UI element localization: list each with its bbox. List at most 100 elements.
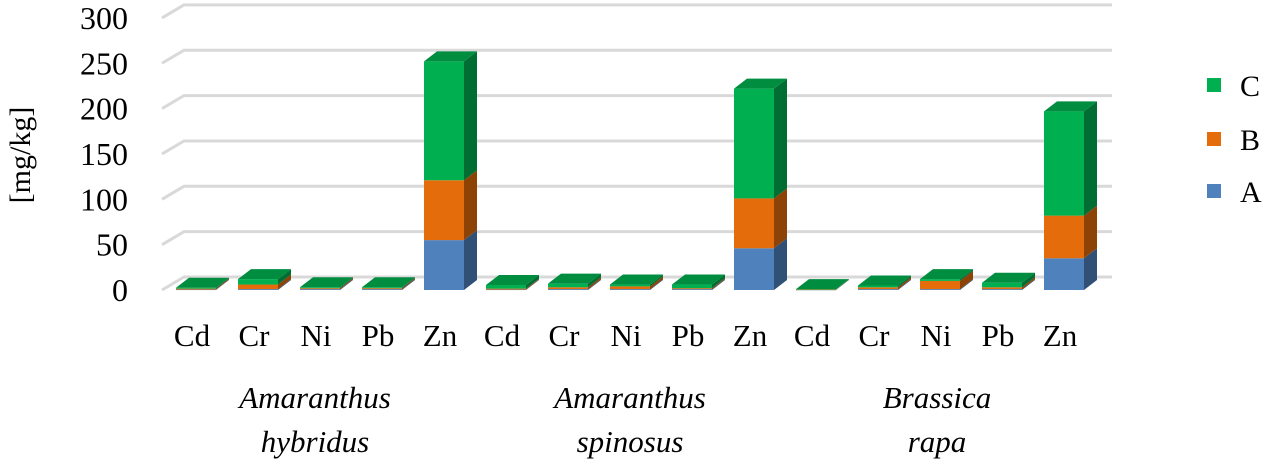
bar-segment-B bbox=[176, 278, 229, 290]
bar-top bbox=[672, 274, 725, 285]
bar-front bbox=[300, 287, 340, 289]
x-tick-label: Pb bbox=[672, 318, 705, 353]
y-axis-label: [mg/kg] bbox=[4, 107, 37, 204]
group-label-line2: spinosus bbox=[577, 424, 684, 459]
bar-segment-B bbox=[548, 277, 601, 290]
bar-side bbox=[898, 277, 911, 290]
bar-front bbox=[982, 282, 1022, 288]
bar-segment-C bbox=[796, 279, 849, 290]
bar-side bbox=[836, 279, 849, 290]
bar-front bbox=[920, 279, 960, 281]
bar-front bbox=[734, 248, 774, 290]
gridline bbox=[161, 275, 1112, 292]
bar-segment-B bbox=[424, 170, 477, 241]
x-tick-label: Cr bbox=[859, 318, 891, 353]
x-tick-label: Ni bbox=[921, 318, 952, 353]
bar-top bbox=[548, 273, 601, 284]
bar-side bbox=[464, 230, 477, 290]
bar-front bbox=[858, 289, 898, 290]
legend-item-C: C bbox=[1207, 70, 1260, 103]
bar-segment-B bbox=[734, 188, 787, 249]
bar-side bbox=[402, 279, 415, 290]
bar-front bbox=[238, 279, 278, 285]
bar-segment-A bbox=[920, 279, 973, 290]
legend-item-B: B bbox=[1207, 124, 1260, 157]
x-tick-label: Cr bbox=[239, 318, 271, 353]
bar-front bbox=[362, 287, 402, 289]
legend-item-A: A bbox=[1207, 176, 1262, 209]
bar-segment-B bbox=[672, 278, 725, 290]
bar-front bbox=[982, 289, 1022, 290]
gridline bbox=[161, 184, 1112, 201]
bar-side bbox=[774, 78, 787, 199]
bar-top bbox=[982, 272, 1035, 283]
bar-side bbox=[1022, 279, 1035, 290]
bar-front bbox=[796, 289, 836, 290]
bar-side bbox=[1084, 101, 1097, 216]
bar-front bbox=[1044, 111, 1084, 216]
bar-front bbox=[920, 289, 960, 290]
legend-swatch bbox=[1207, 184, 1221, 198]
legend-label: B bbox=[1240, 124, 1260, 157]
gridlines bbox=[161, 3, 1112, 292]
group-label-line1: Amaranthus bbox=[552, 380, 706, 415]
bar-side bbox=[712, 279, 725, 290]
bar-top bbox=[610, 274, 663, 285]
x-tick-label: Cd bbox=[794, 318, 831, 353]
bar-side bbox=[526, 275, 539, 289]
gridline bbox=[161, 3, 1112, 20]
legend-label: A bbox=[1240, 176, 1262, 209]
bar-segment-C bbox=[486, 275, 539, 289]
bar-side bbox=[588, 279, 601, 290]
bar-segment-A bbox=[1044, 248, 1097, 290]
x-tick-label: Ni bbox=[611, 318, 642, 353]
bar-top bbox=[920, 269, 973, 280]
bar-segment-A bbox=[176, 279, 229, 291]
bar-segment-B bbox=[362, 278, 415, 290]
bar-side bbox=[960, 269, 973, 281]
bar-segment-B bbox=[238, 274, 291, 290]
bar-top bbox=[300, 277, 353, 288]
bar-front bbox=[362, 289, 402, 290]
bar-segment-C bbox=[424, 51, 477, 181]
bar-segment-B bbox=[858, 277, 911, 290]
bar-segment-A bbox=[300, 279, 353, 290]
y-axis-ticks: 0 50 100 150 200 250 300 bbox=[80, 0, 128, 308]
bar-side bbox=[836, 279, 849, 290]
bar-side bbox=[650, 274, 663, 287]
bar-side bbox=[402, 278, 415, 290]
bar-front bbox=[548, 289, 588, 290]
bar-top bbox=[362, 277, 415, 288]
bar-front bbox=[176, 288, 216, 290]
bar-side bbox=[960, 279, 973, 290]
bar-front bbox=[610, 286, 650, 290]
bar-segment-C bbox=[858, 275, 911, 288]
legend-label: C bbox=[1240, 70, 1260, 103]
x-tick-label: Zn bbox=[423, 318, 458, 353]
bar-side bbox=[464, 51, 477, 181]
bar-segment-A bbox=[734, 238, 787, 290]
bar-segment-C bbox=[610, 274, 663, 287]
bar-segment-A bbox=[982, 279, 1035, 290]
bar-segment-A bbox=[486, 279, 539, 291]
bar-segment-B bbox=[486, 278, 539, 290]
bar-segment-C bbox=[362, 277, 415, 289]
bar-segment-B bbox=[300, 278, 353, 290]
bar-front bbox=[1044, 215, 1084, 259]
bar-side bbox=[588, 273, 601, 288]
bar-top bbox=[796, 279, 849, 290]
bar-side bbox=[340, 278, 353, 290]
bar-side bbox=[464, 170, 477, 241]
x-tick-label: Cr bbox=[549, 318, 581, 353]
gridline bbox=[161, 48, 1112, 65]
bar-side bbox=[278, 269, 291, 285]
bar-segment-B bbox=[796, 279, 849, 291]
bar-front bbox=[548, 287, 588, 290]
bar-segment-C bbox=[1044, 101, 1097, 216]
bar-front bbox=[238, 284, 278, 290]
bar-segment-B bbox=[610, 276, 663, 290]
bar-side bbox=[340, 279, 353, 290]
bar-side bbox=[1084, 248, 1097, 290]
x-tick-label: Zn bbox=[1043, 318, 1078, 353]
bar-top bbox=[176, 277, 229, 288]
